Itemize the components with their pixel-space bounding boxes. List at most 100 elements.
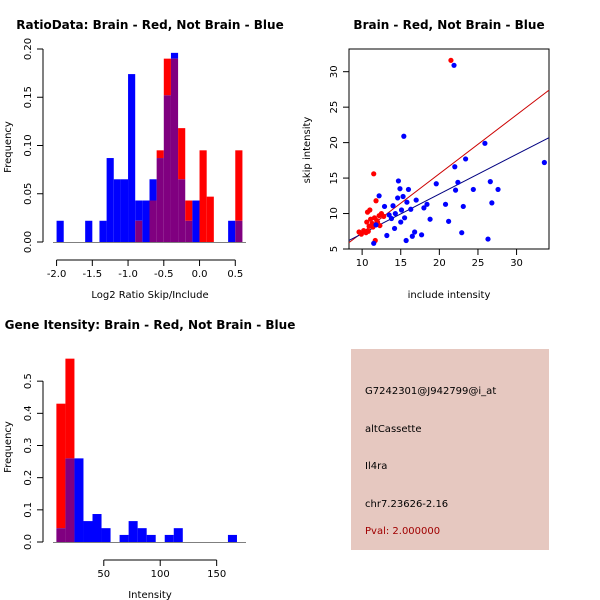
gene-intensity-brain-bar [56, 403, 66, 529]
gene-intensity-y-tick-label: 0.4 [23, 405, 34, 421]
intensity-scatter-x-tick-label: 10 [356, 258, 369, 269]
ratio-histogram-not-brain-bar [120, 179, 129, 242]
not-brain-point [403, 237, 409, 244]
ratio-histogram-x-tick-label: -0.5 [154, 269, 174, 280]
brain-point [367, 207, 373, 213]
intensity-scatter-y-tick-label: 20 [329, 136, 340, 149]
gene-intensity-x-tick-label: 100 [151, 569, 170, 580]
pval-text: Pval: 2.000000 [365, 526, 441, 537]
ratio-histogram-not-brain-bar [228, 220, 236, 242]
brain-point [365, 228, 371, 234]
ratio-histogram-brain-bar [185, 200, 193, 221]
not-brain-point [442, 201, 449, 207]
gene-intensity-y-tick-label: 0.0 [23, 534, 34, 550]
ratio-histogram-not-brain-bar [128, 74, 136, 242]
not-brain-point [421, 205, 427, 211]
not-brain-point [373, 222, 379, 228]
ratio-histogram-overlap-bar [156, 158, 164, 242]
intensity-scatter-xlabel: include intensity [408, 290, 491, 301]
not-brain-point [412, 229, 418, 235]
intensity-scatter-y-tick-label: 25 [329, 101, 340, 114]
gene-intensity-not-brain-bar [101, 528, 111, 542]
not-brain-point [427, 216, 433, 222]
ratio-histogram-overlap-bar [149, 200, 157, 242]
not-brain-point [460, 203, 466, 210]
ratio-histogram-not-brain-bar [192, 200, 200, 242]
not-brain-point [401, 133, 407, 139]
ratio-histogram-overlap-bar [135, 220, 143, 242]
ratio-histogram-ylabel: Frequency [3, 121, 14, 173]
ratio-histogram: RatioData: Brain - Red, Not Brain - Blue… [3, 18, 284, 301]
gene-intensity-xlabel: Intensity [128, 590, 172, 600]
ratio-histogram-not-brain-bar [113, 179, 121, 242]
ratio-histogram-brain-bar [178, 128, 186, 180]
ratio-histogram-y-tick-label: 0.00 [23, 231, 34, 253]
not-brain-point [376, 193, 382, 199]
gene-intensity-not-brain-bar [227, 534, 237, 542]
ratio-histogram-axes: -2.0 -1.5 -1.0 -0.5 0.0 0.5 0.00 0.05 0.10 0.15 0.… [23, 38, 246, 280]
intensity-scatter-x-tick-label: 25 [472, 258, 485, 269]
gene-intensity-overlap-bar [65, 458, 75, 542]
gene-intensity-not-brain-bar [173, 528, 183, 542]
brain-point [448, 57, 454, 63]
intensity-scatter-ylabel: skip intensity [302, 117, 313, 184]
ratio-histogram-not-brain-bar [85, 220, 93, 242]
ratio-histogram-x-tick-label: 0.0 [192, 269, 208, 280]
gene-intensity-bars [56, 358, 237, 542]
ratio-histogram-brain-bar [235, 150, 243, 221]
not-brain-point [418, 232, 425, 238]
ratio-histogram-y-tick-label: 0.15 [23, 86, 34, 108]
not-brain-point [392, 210, 398, 217]
not-brain-point [455, 179, 461, 185]
gene-intensity-y-tick-label: 0.1 [23, 502, 34, 518]
ratio-histogram-not-brain-bar [170, 52, 179, 59]
not-brain-point [391, 225, 398, 232]
ratio-histogram-not-brain-bar [135, 200, 143, 221]
gene-intensity-axes: 50 100 150 0.0 0.1 0.2 0.3 0.4 0.5 [23, 373, 246, 580]
not-brain-point [398, 219, 404, 225]
ratio-histogram-x-tick-label: 0.5 [227, 269, 243, 280]
not-brain-point [401, 215, 408, 221]
ratio-histogram-not-brain-bar [149, 179, 157, 201]
brain-point [377, 222, 383, 229]
not-brain-point [446, 218, 452, 224]
ratio-histogram-y-tick-label: 0.05 [23, 183, 34, 205]
probe-info-panel: G7242301@J942799@i_at altCassette Il4ra … [351, 349, 549, 550]
not-brain-point [398, 207, 405, 213]
not-brain-point [388, 215, 395, 222]
not-brain-point [459, 230, 465, 236]
not-brain-point [433, 181, 439, 187]
not-brain-point [424, 201, 430, 207]
gene-intensity-brain-bar [65, 358, 75, 459]
not-brain-point [404, 199, 410, 205]
gene-intensity-not-brain-bar [164, 534, 174, 542]
intensity-scatter: Brain - Red, Not Brain - Blue include in… [302, 18, 550, 301]
intensity-scatter-y-tick-label: 30 [329, 65, 340, 78]
not-brain-point [482, 140, 488, 146]
intensity-scatter-title: Brain - Red, Not Brain - Blue [353, 18, 544, 32]
ratio-histogram-not-brain-bar [106, 158, 114, 242]
not-brain-point [409, 233, 415, 239]
gene-name-text: Il4ra [365, 461, 388, 472]
intensity-scatter-x-tick-label: 20 [433, 258, 446, 269]
not-brain-point [495, 186, 501, 193]
not-brain-point [405, 186, 412, 193]
intensity-scatter-axes: 10 15 20 25 30 5 10 15 20 25 30 [329, 65, 523, 269]
not-brain-point [487, 179, 493, 185]
ratio-histogram-brain-bar [206, 196, 214, 242]
gene-intensity-histogram: Gene Itensity: Brain - Red, Not Brain - … [3, 318, 295, 600]
ratio-histogram-x-tick-label: -1.0 [118, 269, 138, 280]
not-brain-point [541, 159, 547, 166]
gene-intensity-not-brain-bar [83, 521, 93, 542]
not-brain-point [452, 187, 459, 193]
ratio-histogram-xlabel: Log2 Ratio Skip/Include [91, 290, 208, 301]
gene-intensity-not-brain-bar [119, 534, 129, 542]
ratio-histogram-brain-bar [163, 58, 171, 96]
not-brain-point [400, 193, 406, 200]
ratio-histogram-brain-bar [156, 150, 164, 159]
gene-intensity-x-tick-label: 50 [97, 569, 110, 580]
ratio-histogram-not-brain-bar [56, 220, 64, 242]
ratio-histogram-y-tick-label: 0.10 [23, 134, 34, 156]
not-brain-point [371, 240, 377, 246]
not-brain-point [395, 195, 401, 201]
